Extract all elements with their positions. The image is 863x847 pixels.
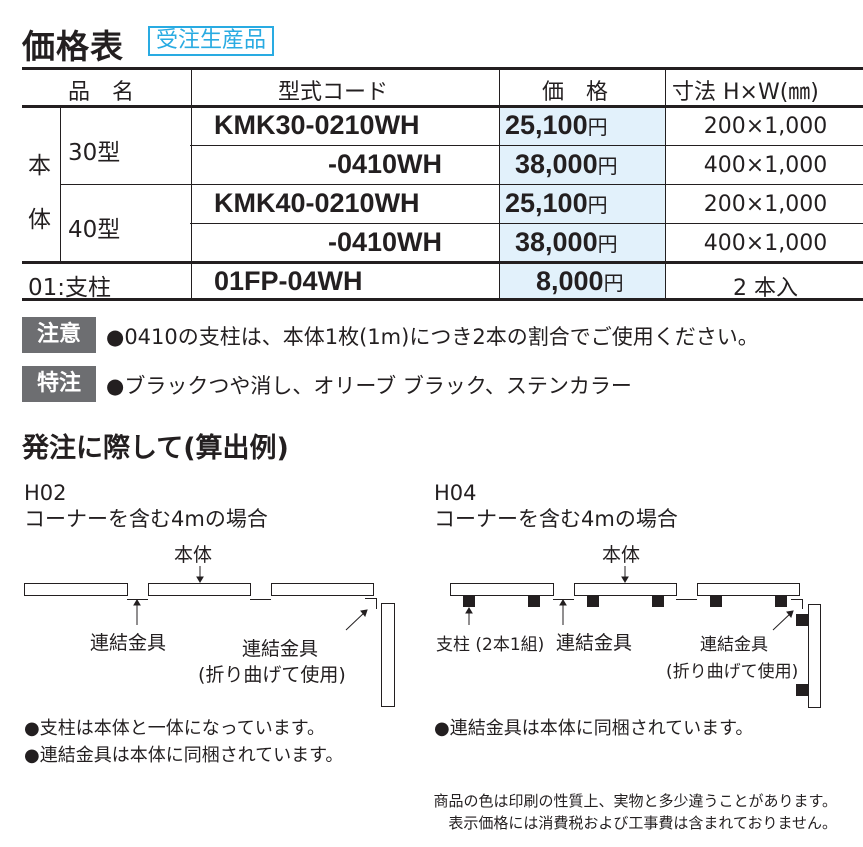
- note-label-caution: 注意: [22, 317, 96, 353]
- h02-panel: [271, 583, 374, 596]
- table-top-border: [22, 67, 863, 70]
- yen-unit: 円: [603, 271, 624, 295]
- model-code: -0410WH: [328, 227, 443, 257]
- h02-diagram: [24, 566, 395, 707]
- price-cell: 25,100円: [505, 188, 608, 219]
- yen-unit: 円: [587, 193, 608, 217]
- h02-panel: [148, 583, 251, 596]
- header-dimensions: 寸法 H×W(㎜): [672, 80, 819, 105]
- col-divider: [60, 108, 61, 261]
- price-value: 38,000: [515, 227, 598, 257]
- h02-panel: [24, 583, 128, 596]
- price-value: 25,100: [505, 188, 588, 218]
- price-cell: 8,000円: [536, 266, 624, 297]
- accessory-name: 01:支柱: [28, 275, 112, 301]
- h02-label-connector-bent: 連結金具: [242, 638, 319, 660]
- price-cell: 38,000円: [515, 149, 618, 180]
- price-value: 38,000: [515, 149, 598, 179]
- h02-label-bent-note: (折り曲げて使用): [198, 664, 346, 686]
- group-label-tai: 体: [28, 207, 51, 233]
- h04-corner-panel: [808, 604, 821, 708]
- dimensions: 400×1,000: [703, 153, 828, 178]
- accessory-code: 01FP-04WH: [214, 266, 363, 296]
- note-text-caution: ●0410の支柱は、本体1枚(1m)につき2本の割合でご使用ください。: [106, 325, 759, 349]
- made-to-order-badge: 受注生産品: [148, 26, 275, 56]
- h04-label-post: 支柱 (2本1組): [436, 635, 545, 655]
- h02-model: H02: [24, 481, 67, 505]
- h04-posts: [463, 596, 808, 696]
- note-label-special-order: 特注: [22, 366, 96, 402]
- table-bottom-border: [22, 298, 863, 301]
- h04-label-connector: 連結金具: [556, 632, 633, 654]
- price-value: 8,000: [536, 266, 604, 296]
- price-value: 25,100: [505, 110, 588, 140]
- footer-line-tax: 表示価格には消費税および工事費は含まれておりません。: [448, 814, 837, 832]
- h02-case: コーナーを含む4mの場合: [24, 507, 268, 531]
- h04-panel: [450, 583, 554, 596]
- footer-line-color: 商品の色は印刷の性質上、実物と多少違うことがあります。: [433, 792, 837, 810]
- note-text-special-order: ●ブラックつや消し、オリーブ ブラック、ステンカラー: [106, 374, 632, 398]
- h02-corner-panel: [381, 603, 395, 707]
- h04-label-connector-bent: 連結金具: [700, 635, 768, 655]
- table-header-border: [22, 105, 863, 108]
- model-code: -0410WH: [328, 149, 443, 179]
- dimensions: 200×1,000: [703, 192, 828, 217]
- h04-case: コーナーを含む4mの場合: [434, 507, 678, 531]
- ordering-title: 発注に際して(算出例): [22, 433, 289, 464]
- h04-panel: [574, 583, 677, 596]
- yen-unit: 円: [587, 115, 608, 139]
- model-code: KMK40-0210WH: [214, 188, 420, 218]
- h02-bullet: ●支柱は本体と一体になっています。: [24, 718, 326, 739]
- col-divider: [665, 67, 666, 299]
- h04-diagram: [450, 566, 821, 708]
- h02-bullet: ●連結金具は本体に同梱されています。: [24, 745, 344, 766]
- price-column-background: [500, 108, 666, 298]
- accessory-border: [22, 261, 863, 264]
- h02-label-body: 本体: [174, 544, 213, 566]
- h04-model: H04: [434, 481, 477, 505]
- header-price: 価 格: [542, 80, 609, 105]
- row-divider: [190, 223, 863, 224]
- type-40: 40型: [68, 217, 121, 243]
- row-divider: [60, 184, 863, 185]
- type-30: 30型: [68, 140, 121, 166]
- h04-bullet: ●連結金具は本体に同梱されています。: [434, 718, 754, 739]
- h04-label-bent-note: (折り曲げて使用): [666, 662, 799, 682]
- header-model-code: 型式コード: [278, 80, 389, 105]
- h02-label-connector: 連結金具: [90, 632, 167, 654]
- col-divider: [191, 67, 192, 299]
- footer-note: 商品の色は印刷の性質上、実物と多少違うことがあります。 表示価格には消費税および…: [433, 790, 837, 834]
- group-label-hon: 本: [28, 153, 51, 179]
- yen-unit: 円: [597, 232, 618, 256]
- h04-label-body: 本体: [602, 544, 641, 566]
- h04-panel: [697, 583, 800, 596]
- model-code: KMK30-0210WH: [214, 110, 420, 140]
- col-divider: [499, 67, 500, 299]
- header-product-name: 品 名: [68, 80, 135, 105]
- dimensions: 400×1,000: [703, 231, 828, 256]
- yen-unit: 円: [597, 154, 618, 178]
- dimensions: 2 本入: [733, 276, 798, 301]
- price-cell: 38,000円: [515, 227, 618, 258]
- price-cell: 25,100円: [505, 110, 608, 141]
- page-title: 価格表: [22, 27, 124, 66]
- dimensions: 200×1,000: [703, 114, 828, 139]
- row-divider: [190, 145, 863, 146]
